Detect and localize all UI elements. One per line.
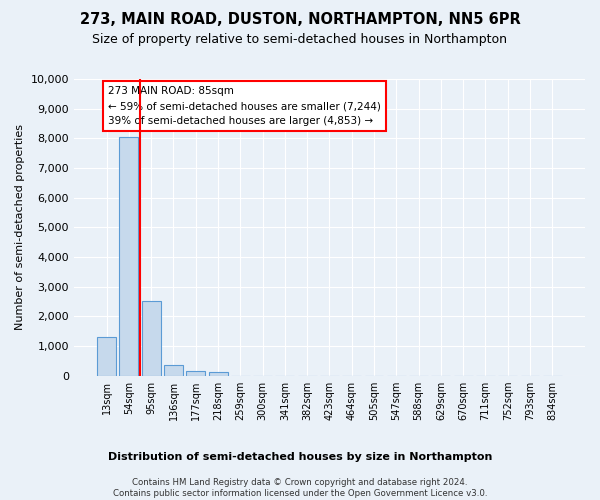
Bar (97, 337, 116, 376)
Text: 273 MAIN ROAD: 85sqm
← 59% of semi-detached houses are smaller (7,244)
39% of se: 273 MAIN ROAD: 85sqm ← 59% of semi-detac… (108, 86, 380, 126)
Bar (142, 302, 161, 376)
Bar (119, 137, 139, 376)
Bar (209, 372, 227, 376)
Y-axis label: Number of semi-detached properties: Number of semi-detached properties (15, 124, 25, 330)
Text: Contains HM Land Registry data © Crown copyright and database right 2024.
Contai: Contains HM Land Registry data © Crown c… (113, 478, 487, 498)
Text: Distribution of semi-detached houses by size in Northampton: Distribution of semi-detached houses by … (108, 452, 492, 462)
Text: Size of property relative to semi-detached houses in Northampton: Size of property relative to semi-detach… (92, 32, 508, 46)
Bar (186, 371, 205, 376)
Bar (164, 364, 183, 376)
Text: 273, MAIN ROAD, DUSTON, NORTHAMPTON, NN5 6PR: 273, MAIN ROAD, DUSTON, NORTHAMPTON, NN5… (80, 12, 520, 28)
